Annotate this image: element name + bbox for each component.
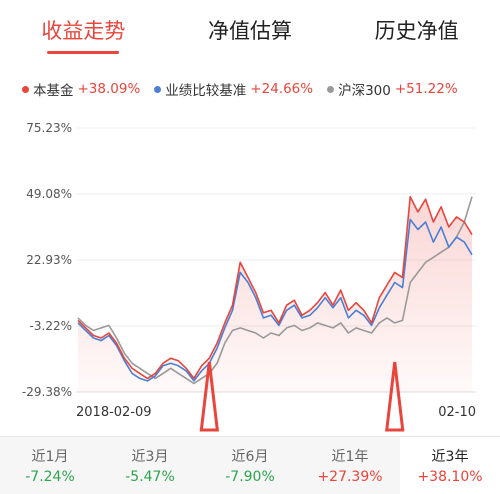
period-label: 近6月 — [231, 449, 269, 465]
tab-nav-estimate[interactable]: 净值估算 — [208, 19, 292, 43]
period-value: +38.10% — [417, 469, 483, 485]
period-label: 近1月 — [31, 449, 69, 465]
legend-value: +51.22% — [394, 81, 458, 97]
period-label: 近1年 — [331, 449, 369, 465]
y-tick-label: 49.08% — [26, 187, 72, 201]
y-tick-label: 75.23% — [26, 121, 72, 135]
period-value: -7.24% — [25, 469, 75, 485]
triangle-marker-icon — [385, 361, 405, 432]
legend-dot-icon — [154, 85, 162, 93]
period-1y[interactable]: 近1年 +27.39% — [300, 437, 400, 494]
y-tick-label: -29.38% — [22, 385, 72, 399]
chart-legend: 本基金 +38.09% 业绩比较基准 +24.66% 沪深300 +51.22% — [0, 76, 500, 102]
fund-area-fill — [78, 196, 472, 392]
triangle-marker-icon — [199, 361, 220, 432]
x-tick-label-start: 2018-02-09 — [76, 405, 152, 420]
legend-item-csi300: 沪深300 +51.22% — [327, 79, 458, 99]
period-1m[interactable]: 近1月 -7.24% — [0, 437, 100, 494]
tab-bar: 收益走势 净值估算 历史净值 — [0, 0, 500, 60]
series-line-2 — [77, 196, 473, 385]
tab-history-nav[interactable]: 历史净值 — [374, 19, 459, 43]
legend-dot-icon — [327, 85, 335, 93]
series-line-0 — [77, 195, 473, 380]
period-value: -7.90% — [225, 469, 275, 485]
x-tick-label-end: 02-10 — [438, 405, 476, 420]
period-selector: 近1月 -7.24% 近3月 -5.47% 近6月 -7.90% 近1年 +27… — [0, 436, 500, 494]
legend-dot-icon — [22, 85, 29, 93]
series-line-1 — [77, 218, 473, 382]
period-value: -5.47% — [125, 469, 175, 485]
period-value: +27.39% — [317, 469, 383, 485]
y-tick-label: -3.22% — [30, 319, 72, 333]
earnings-chart[interactable]: 75.23% 49.08% 22.93% -3.22% -29.38% 2018-02-0… — [0, 110, 500, 436]
legend-name: 本基金 — [33, 83, 74, 99]
legend-value: +24.66% — [250, 81, 314, 97]
chart-svg: 75.23% 49.08% 22.93% -3.22% -29.38% 2018-02-0… — [22, 121, 476, 432]
legend-value: +38.09% — [77, 81, 141, 97]
legend-name: 沪深300 — [338, 83, 391, 99]
tab-earnings-trend[interactable]: 收益走势 — [0, 0, 167, 60]
period-label: 近3月 — [131, 449, 169, 465]
period-label: 近3年 — [431, 449, 469, 465]
period-3y[interactable]: 近3年 +38.10% — [400, 437, 500, 494]
y-tick-label: 22.93% — [26, 253, 72, 267]
period-6m[interactable]: 近6月 -7.90% — [200, 437, 300, 494]
period-3m[interactable]: 近3月 -5.47% — [100, 437, 200, 494]
legend-item-benchmark: 业绩比较基准 +24.66% — [154, 79, 313, 99]
legend-item-fund: 本基金 +38.09% — [22, 79, 140, 99]
legend-name: 业绩比较基准 — [165, 83, 247, 99]
